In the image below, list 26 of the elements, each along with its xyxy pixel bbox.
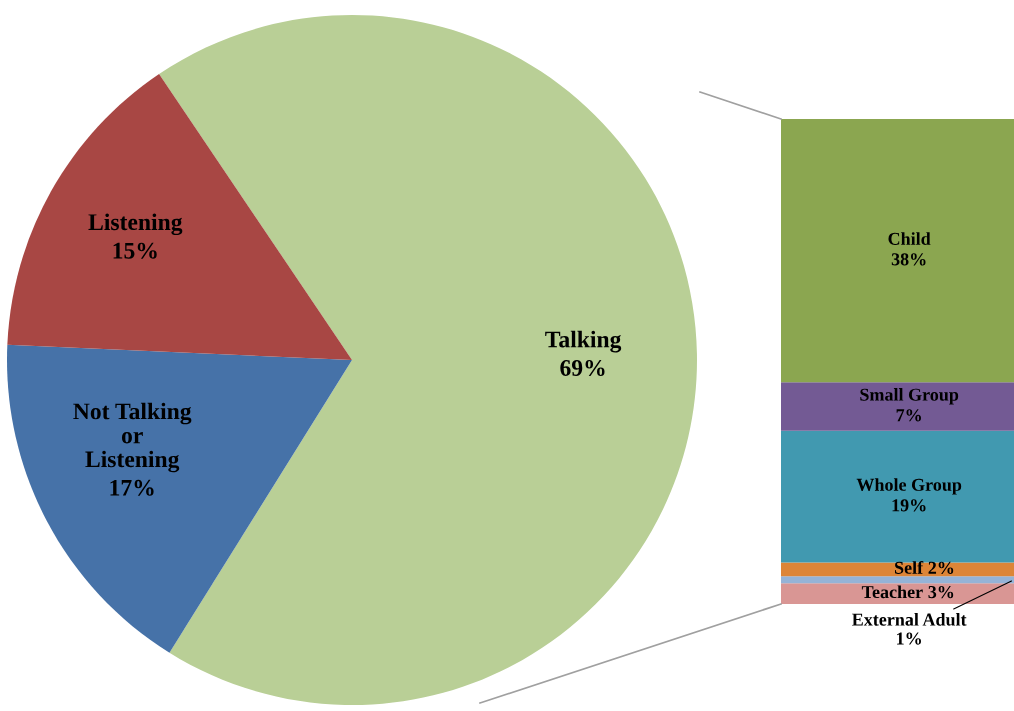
slice-label: Listening [88, 213, 183, 236]
bar [781, 119, 1014, 383]
data-label: 38% [891, 253, 926, 266]
data-label: 2% [928, 561, 954, 574]
data-label: 3% [928, 585, 954, 599]
slice-label: Talking [545, 330, 622, 353]
bar [781, 382, 1014, 431]
data-label: 7% [896, 409, 921, 422]
data-label: 1% [897, 632, 921, 645]
series-label: External Adult [852, 613, 967, 626]
series-label: Teacher [861, 585, 923, 599]
pie-slice [7, 73, 352, 360]
slice-label: Not Talking or Listening [73, 402, 192, 473]
series-label: Self [895, 560, 924, 574]
data-label: 19% [892, 499, 926, 512]
series-label: Child [888, 232, 931, 245]
data-label: 15% [113, 242, 157, 259]
bar [781, 562, 1014, 577]
bar [781, 583, 1014, 604]
bar [781, 430, 1014, 563]
data-label: 17% [110, 479, 154, 496]
data-label: 69% [560, 359, 605, 376]
bar [781, 576, 1014, 584]
series-label: Small Group [860, 388, 959, 405]
series-label: Whole Group [856, 478, 962, 495]
pie-slice [7, 344, 352, 653]
